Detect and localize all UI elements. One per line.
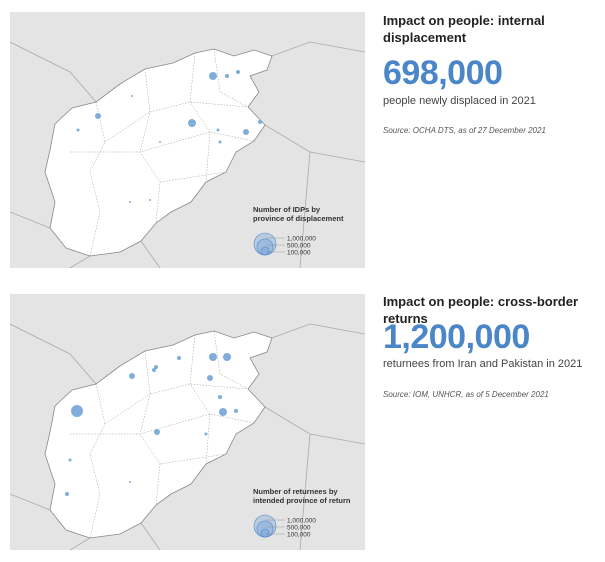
country-border [264,124,365,163]
province-bubble [159,141,161,143]
figure-description: returnees from Iran and Pakistan in 2021 [383,358,583,370]
country-border [10,41,97,103]
legend-label: 100,000 [287,249,311,256]
province-border [89,383,106,539]
country-border [140,240,161,268]
country-border [299,151,311,268]
province-border [189,334,211,465]
panel-title: Impact on people: internal displacement [383,13,545,45]
province-bubble [209,72,217,80]
legend-title: Number of IDPs by province of displacemen… [253,205,344,223]
province-bubble [207,375,213,381]
province-bubble [129,481,131,483]
province-bubble [204,432,208,436]
map: Number of IDPs by province of displacemen… [10,12,365,268]
province-bubble [95,113,101,119]
province-border [104,101,249,143]
province-bubble [129,201,131,203]
country-border [10,211,51,229]
province-bubble [234,409,238,413]
legend-label: 1,000,000 [287,235,316,242]
country-border [271,323,365,339]
province-bubble [219,408,227,416]
figure-description: people newly displaced in 2021 [383,95,536,107]
country-border [264,406,365,445]
province-bubble [65,492,69,496]
province-bubble [154,429,160,435]
province-bubble [223,353,231,361]
province-bubble [216,128,220,132]
province-bubble [152,368,156,372]
province-border [213,330,249,390]
province-bubble [68,458,72,462]
province-bubble [243,129,249,135]
province-border [159,171,227,183]
province-border [189,52,211,183]
province-bubble [225,74,229,78]
province-bubble [149,199,151,201]
legend-circle [260,528,270,538]
province-bubble [129,373,135,379]
province-border [159,453,227,465]
province-bubble [218,140,222,144]
country-border [10,493,51,511]
legend-title: Number of returnees by intended province … [253,487,351,505]
country-border [140,522,161,550]
headline-figure: 698,000 [383,54,503,92]
legend-label: 500,000 [287,524,311,531]
country-border [299,433,311,550]
legend-label: 500,000 [287,242,311,249]
province-bubble [131,95,133,97]
province-bubble [258,120,262,124]
country-shape [44,48,273,257]
province-border [104,383,249,425]
province-border [89,101,106,257]
legend-label: 1,000,000 [287,517,316,524]
panel-title: Impact on people: cross-border returns [383,294,579,326]
legend-label: 100,000 [287,531,311,538]
country-border [10,323,97,385]
country-border [69,255,91,268]
province-bubble [209,353,217,361]
province-bubble [218,395,222,399]
province-bubble [76,128,80,132]
map: Number of returnees by intended province … [10,294,365,550]
province-bubble [188,119,196,127]
province-bubble [177,356,181,360]
country-border [271,41,365,57]
province-bubble [154,365,158,369]
source-note: Source: IOM, UNHCR, as of 5 December 202… [383,390,549,399]
headline-figure: 1,200,000 [383,318,530,356]
country-border [69,537,91,550]
source-note: Source: OCHA DTS, as of 27 December 2021 [383,126,546,135]
province-border [213,48,249,108]
legend-circle [260,246,270,256]
province-border [70,413,255,435]
province-border [70,131,255,153]
province-bubble [236,70,240,74]
province-bubble [71,405,83,417]
